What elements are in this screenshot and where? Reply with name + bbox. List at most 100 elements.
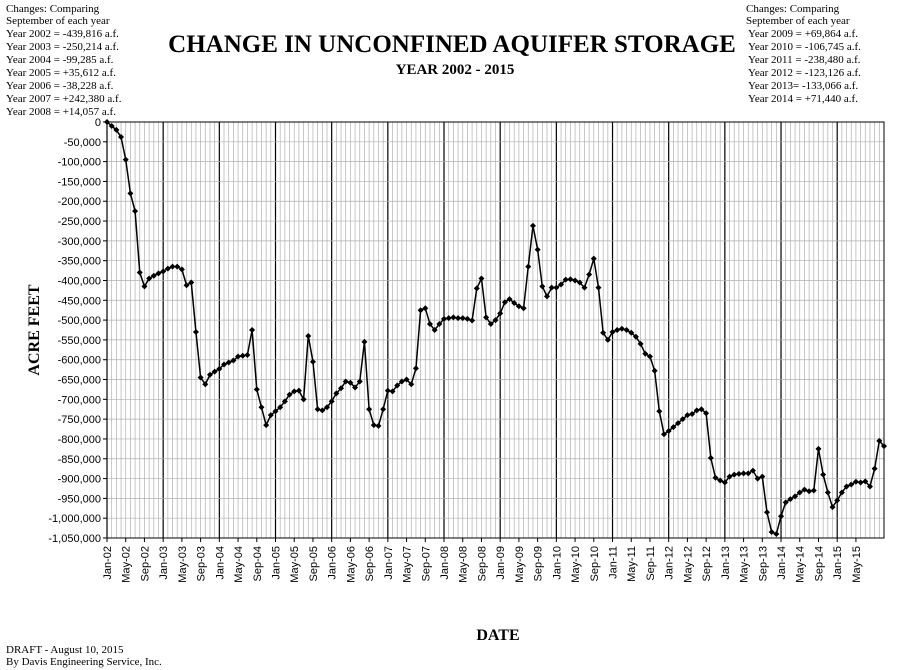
x-tick-label: May-11 [626,546,638,582]
y-tick-label: -350,000 [58,256,101,268]
notes-left-line: Year 2006 = -38,228 a.f. [6,80,114,92]
data-point [113,126,120,133]
y-tick-label: -200,000 [58,196,101,208]
data-point [572,277,579,284]
data-point [754,475,761,482]
data-point [342,378,349,385]
x-tick-label: May-03 [177,546,189,583]
data-point [632,333,639,340]
data-point [862,478,869,485]
data-point [216,365,223,372]
data-point [375,422,382,429]
data-point [473,285,480,292]
data-point [483,314,490,321]
x-tick-label: Sep-09 [533,546,545,581]
data-point [178,266,185,273]
data-point [525,263,532,270]
data-point [558,281,565,288]
data-point [366,406,373,413]
data-point [422,305,429,312]
data-point [277,404,284,411]
x-tick-label: Sep-06 [364,546,376,581]
x-tick-label: Sep-02 [139,546,151,581]
data-point [562,276,569,283]
data-point [221,361,228,368]
data-point [679,416,686,423]
y-tick-label: -100,000 [58,157,101,169]
notes-right-header2: September of each year [746,15,850,27]
footer-draft-date: DRAFT - August 10, 2015 [6,644,124,656]
data-point [609,328,616,335]
data-point [646,353,653,360]
y-tick-label: -750,000 [58,414,101,426]
data-point [160,268,167,275]
notes-left-line: Year 2008 = +14,057 a.f. [6,106,116,118]
x-tick-label: Jan-13 [720,546,732,580]
data-point [417,307,424,314]
data-point [848,481,855,488]
data-point [806,488,813,495]
data-point [361,338,368,345]
data-point [642,350,649,357]
data-point [469,317,476,324]
y-tick-label: -900,000 [58,474,101,486]
data-point [745,470,752,477]
data-point [197,374,204,381]
y-tick-label: 0 [95,117,101,129]
y-tick-label: -250,000 [58,216,101,228]
data-point [291,388,298,395]
data-point [478,275,485,282]
data-point [455,315,462,322]
data-point [838,489,845,496]
data-point [295,387,302,394]
notes-right-line: Year 2013= -133,066 a.f. [748,80,858,92]
notes-left-line: Year 2004 = -99,285 a.f. [6,54,114,66]
y-tick-label: -400,000 [58,275,101,287]
data-point [211,368,218,375]
data-point [108,122,115,129]
x-tick-label: Jan-04 [214,546,226,580]
data-point [866,483,873,490]
data-point [876,437,883,444]
data-point [408,381,415,388]
x-tick-label: Sep-14 [813,546,825,581]
data-point [323,404,330,411]
x-tick-label: May-05 [289,546,301,583]
data-point [801,486,808,493]
data-point [352,384,359,391]
y-tick-label: -600,000 [58,355,101,367]
data-point [305,332,312,339]
y-tick-label: -800,000 [58,434,101,446]
data-point [206,371,213,378]
data-point [174,263,181,270]
x-axis-label: DATE [476,627,519,644]
data-point [394,382,401,389]
data-point [506,296,513,303]
plot-border [106,121,885,539]
data-point [314,406,321,413]
data-point [141,283,148,290]
footer-author: By Davis Engineering Service, Inc. [6,656,162,668]
x-tick-label: Jan-11 [608,546,620,579]
notes-left-line: Year 2005 = +35,612 a.f. [6,67,116,79]
data-point [726,473,733,480]
data-point [127,190,134,197]
y-tick-label: -150,000 [58,176,101,188]
data-point [122,156,129,163]
data-point [249,327,256,333]
data-point [511,300,518,307]
x-tick-label: Jan-05 [271,546,283,580]
y-tick-label: -1,050,000 [48,533,101,545]
chart-title: CHANGE IN UNCONFINED AQUIFER STORAGE [168,31,736,58]
data-point [258,404,265,411]
data-point [693,407,700,414]
notes-right-line: Year 2011 = -238,480 a.f. [748,54,861,66]
data-point [651,367,658,374]
x-tick-label: Jan-12 [664,546,676,580]
data-point [487,321,494,328]
data-point [661,431,668,438]
x-tick-label: May-15 [851,546,863,583]
notes-right-line: Year 2010 = -106,745 a.f. [748,41,861,53]
x-tick-label: May-02 [121,546,133,583]
